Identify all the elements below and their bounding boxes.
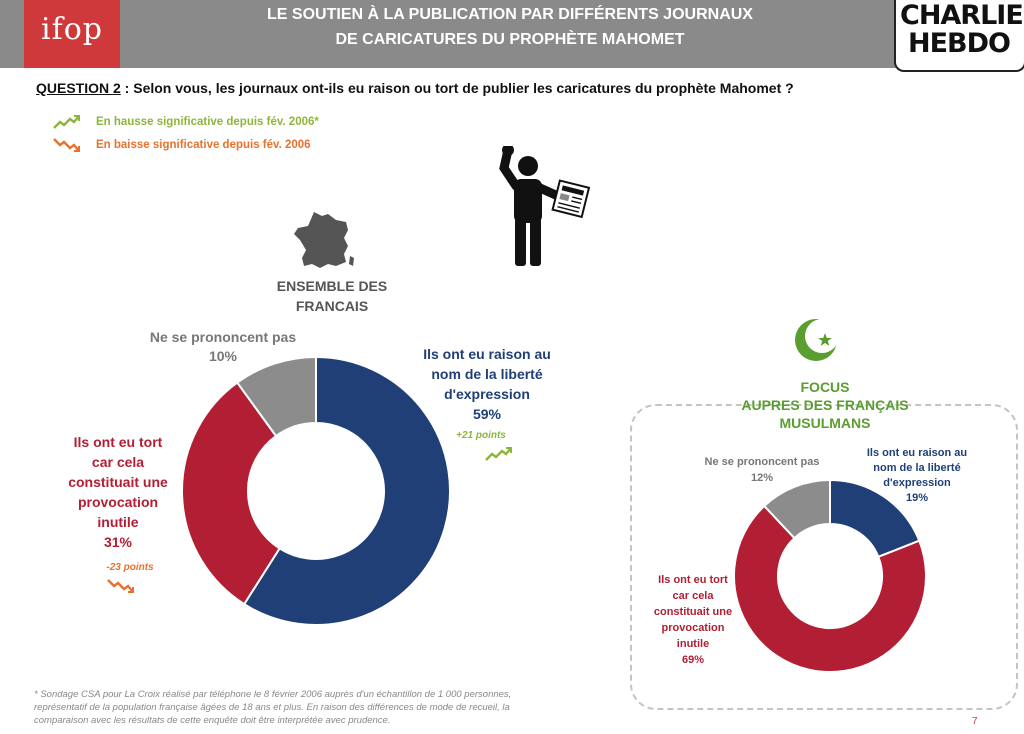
focus-raison-line2: nom de la liberté [873,462,961,474]
slice-nsp [762,480,831,540]
ensemble-tort-line3: constituait une [68,474,168,490]
legend-down: En baisse significative depuis fév. 2006 [96,139,311,151]
protester-newspaper-icon [499,146,590,266]
ensemble-title: ENSEMBLE DES FRANCAIS [262,276,402,316]
donut-chart-musulmans [734,480,926,672]
ensemble-title-line1: ENSEMBLE DES [276,278,388,294]
page-title-line1: LE SOUTIEN À LA PUBLICATION PAR DIFFÉREN… [267,6,753,23]
charlie-hebdo-logo-line1: CHARLIE [900,0,1024,31]
ensemble-tort-label: Ils ont eu tort car cela constituait une… [58,432,178,552]
slice-raison [242,355,451,626]
focus-raison-label: Ils ont eu raison au nom de la liberté d… [862,446,972,506]
focus-tort-value: 69% [681,654,705,666]
question-text: QUESTION 2 : Selon vous, les journaux on… [36,80,794,96]
focus-nsp-label: Ne se prononcent pas 12% [692,454,832,486]
donut-chart-ensemble [181,355,451,626]
footnote-line2: représentatif de la population française… [34,702,510,713]
legend-up: En hausse significative depuis fév. 2006… [96,116,319,128]
trend-up-icon [53,115,80,129]
slice-tort [734,504,926,672]
question-body: : Selon vous, les journaux ont-ils eu ra… [120,80,794,96]
trend-up-icon [485,447,512,461]
slice-nsp [235,355,317,438]
focus-title-line3: MUSULMANS [779,415,871,431]
focus-title-line2: AUPRES DES FRANÇAIS [741,397,909,413]
ensemble-raison-value: 59% [472,406,502,422]
ensemble-nsp-value: 10% [208,348,238,364]
header-bar [0,0,1024,68]
ensemble-tort-line2: car cela [91,454,145,470]
crescent-star-icon [795,319,839,361]
ensemble-raison-line1: Ils ont eu raison au [423,346,551,362]
trend-down-icon [107,579,134,593]
focus-nsp-text: Ne se prononcent pas [704,456,820,468]
ensemble-tort-line1: Ils ont eu tort [73,434,163,450]
slice-tort [181,381,281,606]
focus-tort-line1: Ils ont eu tort [658,574,728,586]
footnote-line3: comparaison avec les résultats de cette … [34,715,391,726]
focus-title: FOCUS AUPRES DES FRANÇAIS MUSULMANS [700,378,950,432]
focus-dashed-box [630,404,1018,710]
focus-nsp-value: 12% [750,472,774,484]
charlie-hebdo-logo-line2: HEBDO [908,28,1011,59]
focus-tort-label: Ils ont eu tort car cela constituait une… [638,572,748,668]
focus-tort-line2: car cela [672,590,714,602]
ifop-logo-box [24,0,120,68]
focus-tort-line3: constituait une [653,606,733,618]
ensemble-nsp-text: Ne se prononcent pas [149,329,297,345]
page-title-line2: DE CARICATURES DU PROPHÈTE MAHOMET [335,31,685,48]
ensemble-tort-line5: inutile [97,514,139,530]
focus-raison-value: 19% [905,492,929,504]
footnote: * Sondage CSA pour La Croix réalisé par … [34,688,574,727]
ensemble-nsp-label: Ne se prononcent pas 10% [138,328,308,366]
focus-raison-line3: d'expression [883,477,951,489]
ensemble-raison-line3: d'expression [444,386,530,402]
trend-down-icon [53,138,80,152]
focus-title-line1: FOCUS [800,379,850,395]
focus-tort-line5: inutile [676,638,710,650]
focus-tort-line4: provocation [661,622,725,634]
charlie-hebdo-logo-box [894,0,1024,72]
ensemble-tort-delta: -23 points [106,562,154,573]
france-map-icon [294,212,354,268]
ensemble-raison-delta: +21 points [456,430,506,441]
question-label: QUESTION 2 [36,80,121,96]
focus-raison-line1: Ils ont eu raison au [866,447,968,459]
ensemble-raison-line2: nom de la liberté [431,366,543,382]
ensemble-tort-line4: provocation [77,494,159,510]
ifop-logo: ifop [41,12,103,47]
ensemble-raison-label: Ils ont eu raison au nom de la liberté d… [412,344,562,424]
footnote-line1: * Sondage CSA pour La Croix réalisé par … [34,689,512,700]
ensemble-title-line2: FRANCAIS [295,298,369,314]
page-number: 7 [972,716,978,727]
ensemble-tort-value: 31% [103,534,133,550]
